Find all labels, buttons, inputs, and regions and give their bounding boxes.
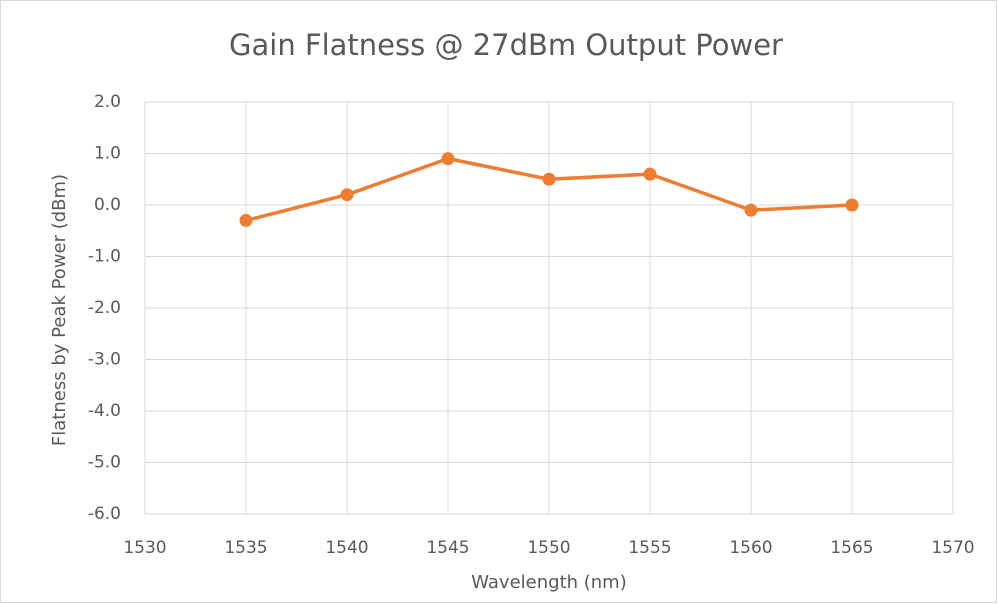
point [744,203,758,217]
y-tick-label: 0.0 [94,195,121,215]
y-tick-label: 2.0 [94,92,121,112]
y-tick-label: -2.0 [88,298,121,318]
y-tick-label: -5.0 [88,453,121,473]
point [643,167,657,181]
point [340,188,354,202]
y-tick-label: -3.0 [88,350,121,370]
x-tick-label: 1530 [123,538,166,558]
point [441,152,455,166]
x-tick-label: 1550 [527,538,570,558]
y-tick-label: -6.0 [88,504,121,524]
y-tick-label: 1.0 [94,144,121,164]
x-tick-label: 1540 [325,538,368,558]
x-tick-label: 1570 [931,538,974,558]
x-tick-label: 1555 [628,538,671,558]
chart-title: Gain Flatness @ 27dBm Output Power [229,28,783,62]
point [542,172,556,186]
y-tick-label: -4.0 [88,401,121,421]
x-tick-label: 1565 [830,538,873,558]
x-tick-label: 1535 [224,538,267,558]
y-axis-label: Flatness by Peak Power (dBm) [49,174,70,446]
x-tick-label: 1545 [426,538,469,558]
x-axis-label: Wavelength (nm) [471,572,627,593]
x-tick-label: 1560 [729,538,772,558]
y-tick-label: -1.0 [88,247,121,267]
point [239,213,253,227]
point [845,198,859,212]
